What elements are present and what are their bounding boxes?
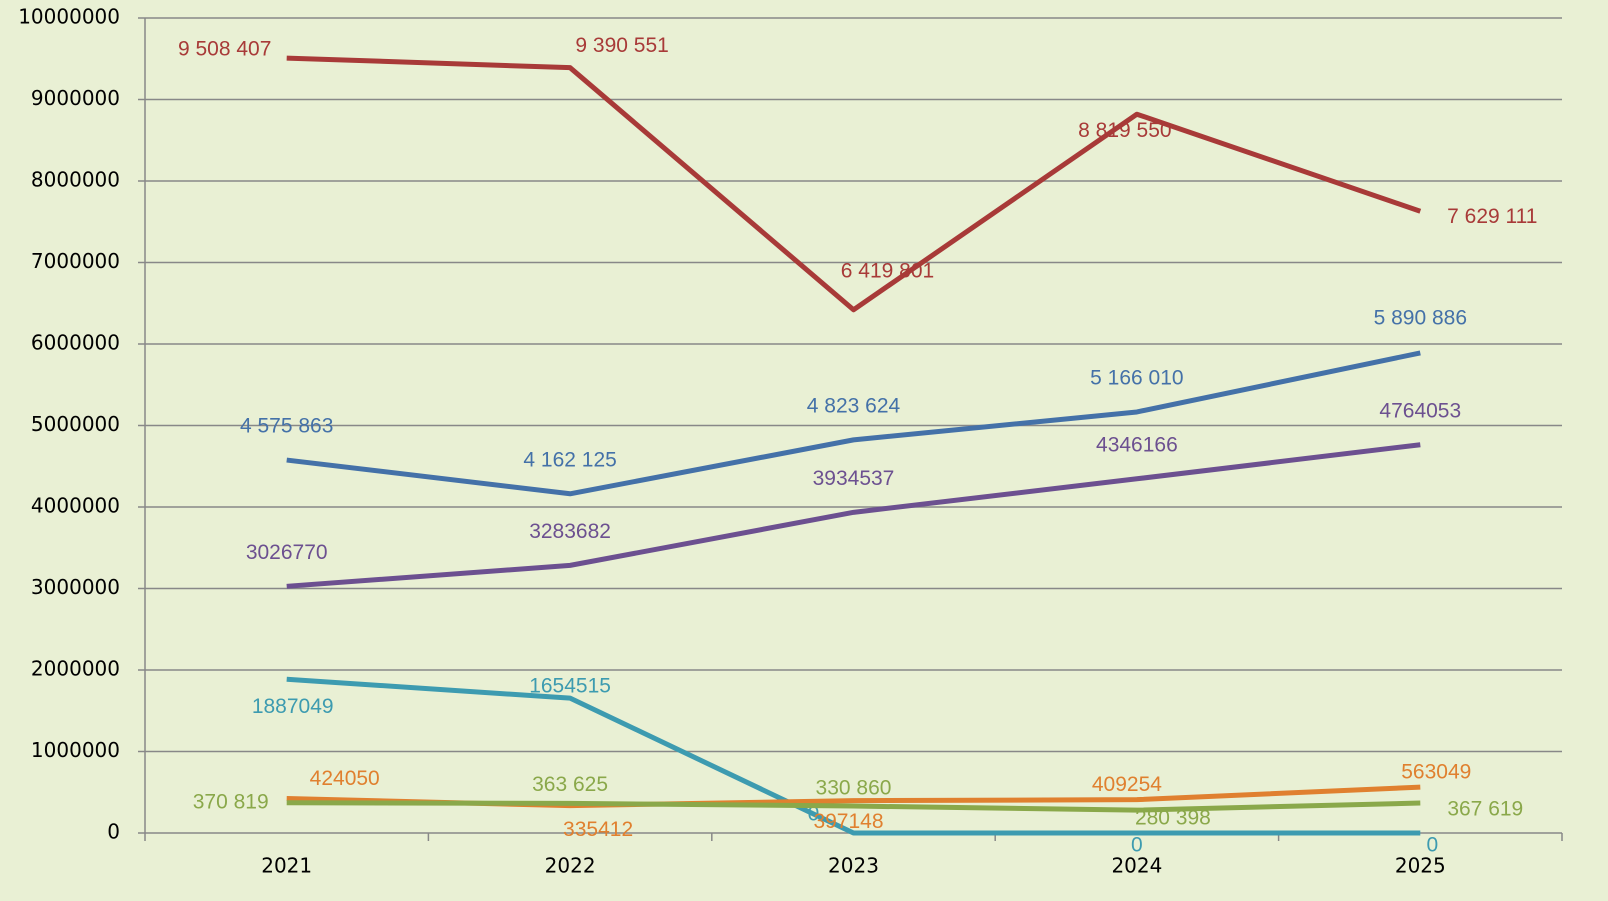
- data-label: 1887049: [252, 695, 334, 718]
- data-label: 563049: [1401, 761, 1471, 784]
- y-tick-label: 9000000: [31, 86, 120, 110]
- x-tick-label: 2021: [261, 854, 312, 878]
- data-label: 6 419 801: [841, 259, 934, 282]
- series-line: [286, 55, 1422, 313]
- data-label: 335412: [563, 818, 633, 841]
- data-label: 5 890 886: [1374, 306, 1467, 329]
- series-line: [286, 676, 1421, 836]
- x-tick-label: 2022: [545, 854, 596, 878]
- x-tick-label: 2023: [828, 854, 879, 878]
- y-tick-label: 10000000: [18, 5, 120, 29]
- series-line: [286, 800, 1421, 813]
- data-label: 0: [808, 803, 820, 826]
- y-tick-label: 1000000: [31, 738, 120, 762]
- y-tick-label: 5000000: [31, 412, 120, 436]
- data-label: 7 629 111: [1447, 205, 1537, 228]
- data-label: 1654515: [529, 675, 611, 698]
- data-label: 4764053: [1379, 399, 1461, 422]
- data-label: 9 390 551: [575, 34, 668, 57]
- data-label: 397148: [813, 810, 883, 833]
- y-tick-label: 0: [107, 820, 120, 844]
- data-label: 0: [1131, 834, 1143, 857]
- series-line: [286, 442, 1421, 589]
- data-label: 280 398: [1135, 807, 1211, 830]
- series-line: [286, 350, 1421, 497]
- data-label: 0: [1426, 834, 1438, 857]
- x-tick-label: 2024: [1111, 854, 1162, 878]
- data-label: 370 819: [193, 790, 269, 813]
- y-tick-label: 6000000: [31, 331, 120, 355]
- data-label: 3026770: [246, 541, 328, 564]
- data-label: 4 823 624: [807, 394, 901, 417]
- data-label: 363 625: [532, 773, 608, 796]
- x-tick-label: 2025: [1395, 854, 1446, 878]
- data-label: 424050: [310, 767, 380, 790]
- y-tick-label: 2000000: [31, 657, 120, 681]
- data-label: 3283682: [529, 520, 611, 543]
- data-label: 330 860: [816, 777, 892, 800]
- data-label: 409254: [1092, 773, 1162, 796]
- data-label: 9 508 407: [178, 38, 271, 61]
- data-label: 3934537: [813, 467, 895, 490]
- data-label: 4 162 125: [523, 448, 616, 471]
- data-label: 367 619: [1447, 798, 1523, 821]
- data-label: 5 166 010: [1090, 367, 1183, 390]
- data-label: 8 819 550: [1078, 119, 1171, 142]
- y-tick-label: 3000000: [31, 575, 120, 599]
- y-tick-label: 4000000: [31, 494, 120, 518]
- data-label: 4346166: [1096, 433, 1178, 456]
- y-tick-label: 8000000: [31, 168, 120, 192]
- data-label: 4 575 863: [240, 415, 333, 438]
- y-tick-label: 7000000: [31, 249, 120, 273]
